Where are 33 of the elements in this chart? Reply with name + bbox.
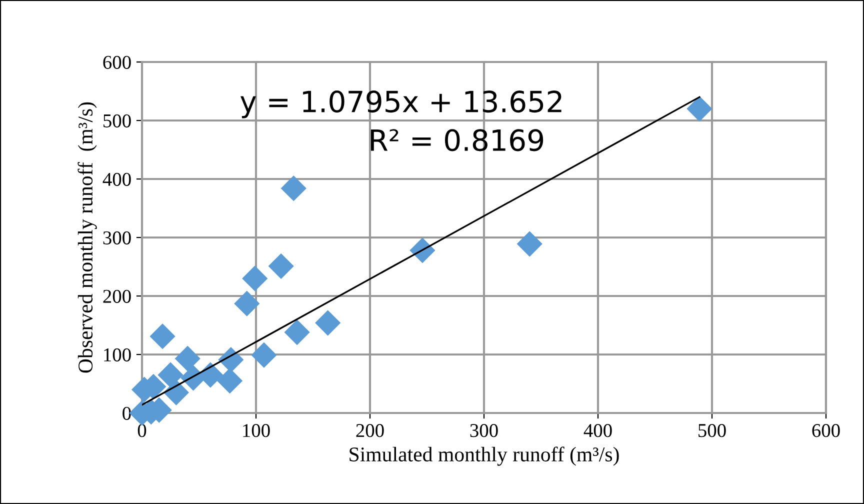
y-axis-title: Observed monthly runoff (m³/s) (78, 102, 97, 373)
x-axis-title: Simulated monthly runoff (m³/s) (350, 446, 619, 466)
point (150, 324, 176, 350)
y-tick-label: 200 (103, 290, 131, 303)
y-tick-label: 100 (104, 348, 131, 362)
y-tick-label: 500 (104, 114, 131, 128)
x-tick-label: 100 (243, 424, 270, 438)
point (268, 253, 294, 279)
point (242, 266, 268, 292)
point (686, 96, 712, 122)
point (163, 380, 190, 406)
x-tick-label: 400 (584, 424, 612, 438)
y-tick-label: 600 (103, 56, 131, 69)
x-tick-label: 0 (138, 424, 146, 438)
point (284, 319, 310, 346)
point (516, 231, 542, 257)
x-tick-label: 300 (470, 424, 498, 438)
point (315, 310, 341, 336)
point (234, 290, 260, 316)
y-tick-label: 0 (122, 406, 131, 420)
point (216, 368, 243, 394)
annotation: R² = 0.8169 (371, 129, 544, 152)
x-tick-label: 600 (812, 424, 840, 438)
point (158, 362, 184, 388)
point (251, 342, 277, 368)
point (280, 176, 306, 202)
y-tick-label: 300 (103, 231, 131, 244)
point (174, 346, 200, 372)
annotation: y = 1.0795x + 13.652 (240, 90, 562, 118)
x-tick-label: 500 (698, 424, 726, 438)
y-tick-label: 400 (102, 172, 131, 186)
x-tick-label: 200 (356, 424, 384, 438)
point (410, 238, 436, 264)
